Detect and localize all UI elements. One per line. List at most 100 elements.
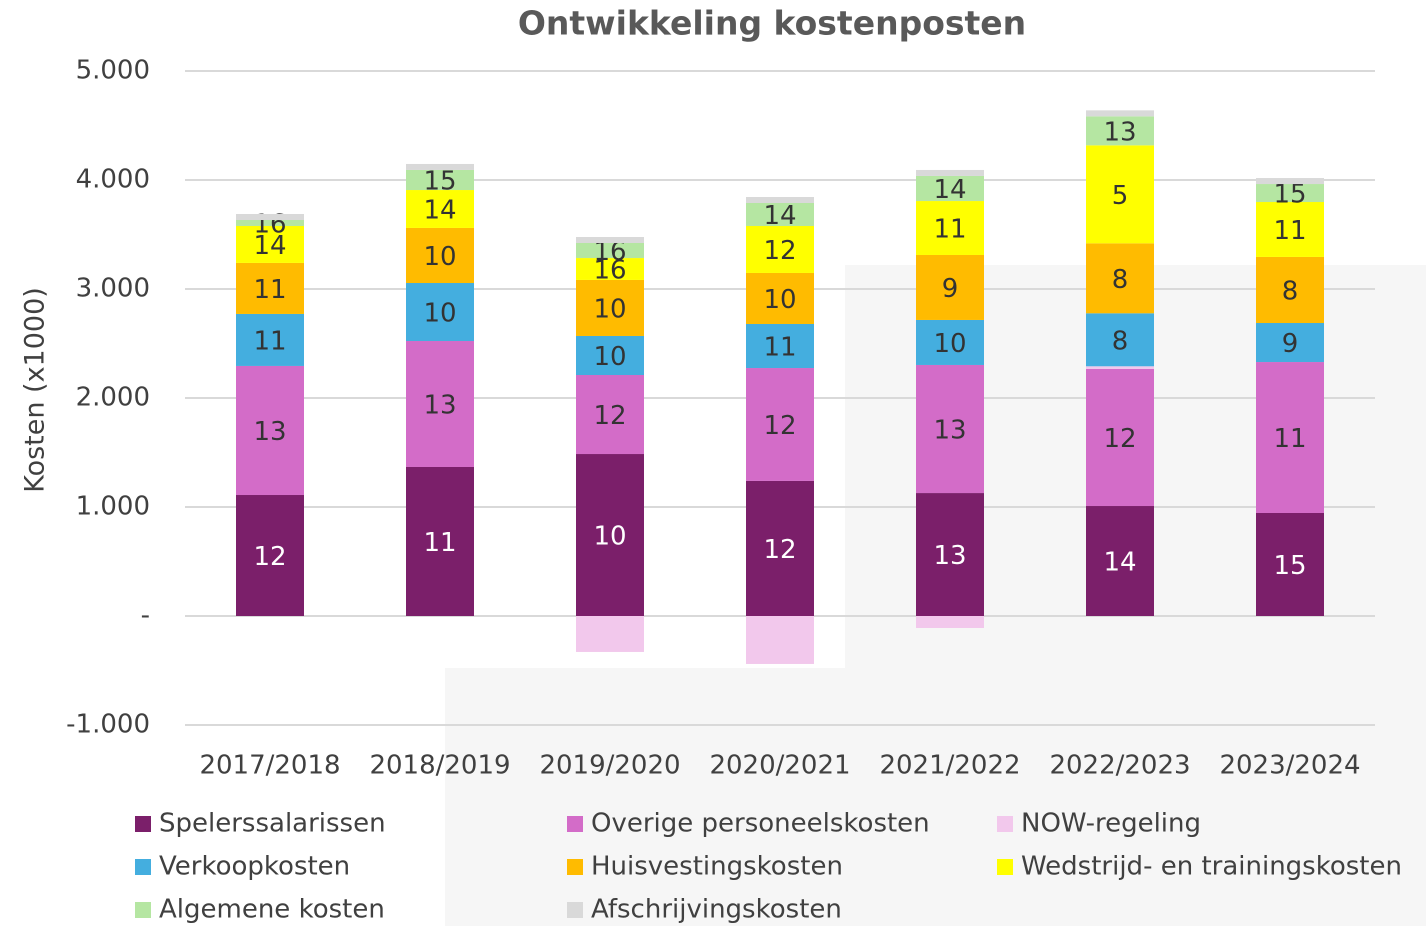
bar-segment [916, 493, 984, 616]
bar-segment [236, 214, 304, 221]
data-label: 5 [1112, 181, 1129, 211]
legend-label: Afschrijvingskosten [591, 895, 842, 925]
bar-segment [406, 466, 474, 616]
x-tick-label: 2018/2019 [369, 751, 510, 781]
data-label: 13 [423, 390, 456, 420]
y-tick-label: -1.000 [66, 710, 150, 740]
legend-swatch [567, 816, 583, 832]
data-label: 11 [1273, 216, 1306, 246]
bar-segment [236, 225, 304, 263]
data-label: 12 [253, 542, 286, 572]
x-tick-label: 2020/2021 [709, 751, 850, 781]
data-label: 11 [1273, 424, 1306, 454]
bar-segment [746, 202, 814, 226]
bar-segment [746, 616, 814, 664]
data-label: 10 [423, 242, 456, 272]
bar-segment [1086, 369, 1154, 507]
data-label: 13 [933, 416, 966, 446]
legend-label: NOW-regeling [1021, 809, 1201, 839]
data-label: 12 [593, 401, 626, 431]
bar-segment [1256, 362, 1324, 513]
data-label: 14 [253, 231, 286, 261]
data-label: 15 [423, 167, 456, 197]
bar-segment [746, 323, 814, 369]
y-tick-label: 5.000 [76, 56, 150, 86]
legend-label: Overige personeelskosten [591, 809, 930, 839]
bar-segment [1086, 366, 1154, 370]
bar-segment [916, 319, 984, 365]
data-label: 15 [1273, 180, 1306, 210]
data-label: 16 [593, 255, 626, 285]
bar-segment [236, 495, 304, 616]
data-label: 14 [423, 195, 456, 225]
bar-segment [1256, 202, 1324, 257]
legend-label: Verkoopkosten [159, 852, 350, 882]
bar-segment [576, 335, 644, 376]
legend-label: Spelerssalarissen [159, 809, 386, 839]
bar-segment [916, 364, 984, 494]
bar-segment [1086, 145, 1154, 244]
bar-segment [746, 368, 814, 481]
data-label: 8 [1112, 265, 1129, 295]
bar-segment [1086, 110, 1154, 117]
bar-segment [1086, 243, 1154, 314]
bar-segment [576, 375, 644, 455]
y-tick-label: 1.000 [76, 492, 150, 522]
legend-label: Huisvestingskosten [591, 852, 843, 882]
bar-segment [576, 454, 644, 616]
data-label: 11 [253, 326, 286, 356]
data-label: 9 [1282, 329, 1299, 359]
x-tick-label: 2021/2022 [879, 751, 1020, 781]
legend-swatch [997, 859, 1013, 875]
legend-swatch [135, 902, 151, 918]
bar-segment [406, 340, 474, 467]
bar-segment [576, 237, 644, 244]
legend-swatch [135, 859, 151, 875]
legend-label: Wedstrijd- en trainingskosten [1021, 852, 1402, 882]
data-label: 14 [933, 175, 966, 205]
chart-title: Ontwikkeling kostenposten [518, 4, 1026, 43]
data-label: 11 [423, 528, 456, 558]
data-label: 8 [1112, 326, 1129, 356]
data-label: 15 [1273, 551, 1306, 581]
bar-segment [746, 272, 814, 324]
data-label: 10 [593, 294, 626, 324]
bar-segment [916, 254, 984, 320]
bar-segment [236, 262, 304, 314]
bar-segment [576, 616, 644, 652]
data-label: 14 [1103, 548, 1136, 578]
legend-swatch [567, 859, 583, 875]
bar-segment [576, 258, 644, 280]
bar-segment [916, 175, 984, 202]
bar-segment [236, 220, 304, 226]
y-tick-label: - [141, 601, 150, 631]
legend-swatch [567, 902, 583, 918]
x-tick-label: 2019/2020 [539, 751, 680, 781]
bar-segment [916, 169, 984, 176]
y-tick-label: 4.000 [76, 165, 150, 195]
data-label: 13 [253, 417, 286, 447]
data-label: 12 [763, 236, 796, 266]
data-label: 10 [593, 522, 626, 552]
data-label: 11 [763, 333, 796, 363]
bar-segment [406, 190, 474, 228]
bar-segment [746, 197, 814, 203]
legend-label: Algemene kosten [159, 895, 385, 925]
bar-segment [406, 227, 474, 284]
data-label: 8 [1282, 276, 1299, 306]
bar-segment [1256, 256, 1324, 324]
y-tick-label: 3.000 [76, 274, 150, 304]
data-label: 12 [763, 535, 796, 565]
data-label: 10 [423, 298, 456, 328]
y-axis-title: Kosten (x1000) [20, 287, 51, 493]
data-label: 16 [253, 210, 286, 240]
bar-segment [236, 365, 304, 496]
legend-swatch [135, 816, 151, 832]
bar-segment [1256, 323, 1324, 363]
bar-segment [1086, 116, 1154, 146]
bar-segment [746, 480, 814, 616]
data-label: 10 [763, 285, 796, 315]
legend-swatch [997, 816, 1013, 832]
bar-segment [746, 225, 814, 273]
